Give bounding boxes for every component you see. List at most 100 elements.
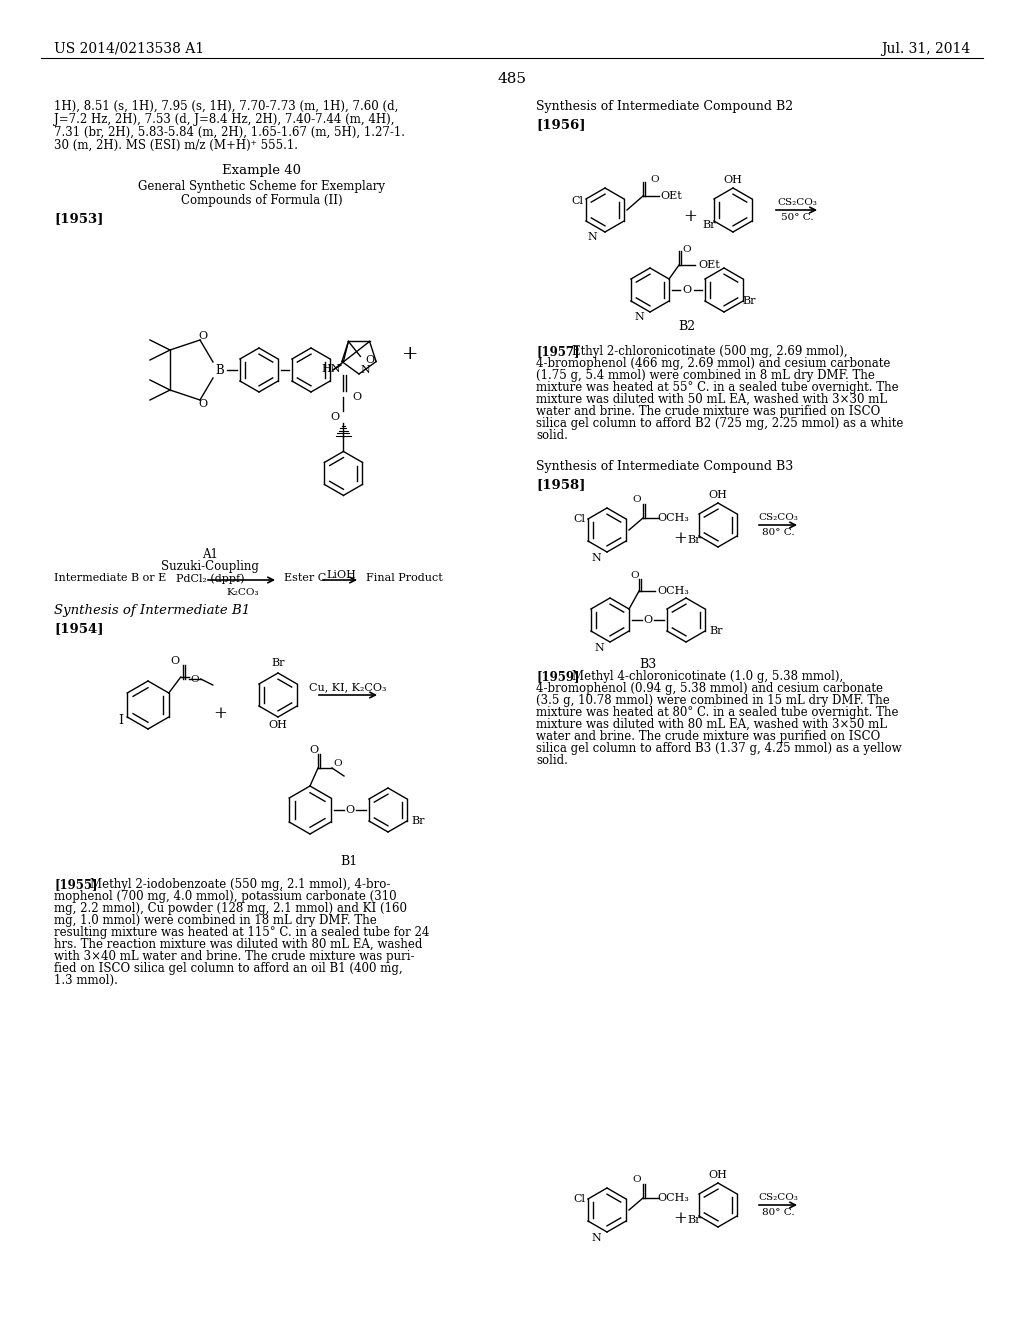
Text: mophenol (700 mg, 4.0 mmol), potassium carbonate (310: mophenol (700 mg, 4.0 mmol), potassium c… bbox=[54, 890, 396, 903]
Text: O: O bbox=[170, 656, 179, 667]
Text: mg, 1.0 mmol) were combined in 18 mL dry DMF. The: mg, 1.0 mmol) were combined in 18 mL dry… bbox=[54, 913, 377, 927]
Text: US 2014/0213538 A1: US 2014/0213538 A1 bbox=[54, 42, 204, 55]
Text: N: N bbox=[591, 553, 601, 564]
Text: mixture was diluted with 50 mL EA, washed with 3×30 mL: mixture was diluted with 50 mL EA, washe… bbox=[536, 393, 887, 407]
Text: [1954]: [1954] bbox=[54, 622, 103, 635]
Text: O: O bbox=[190, 675, 199, 684]
Text: 80° C.: 80° C. bbox=[762, 1208, 795, 1217]
Text: OCH₃: OCH₃ bbox=[657, 513, 689, 523]
Text: Cl: Cl bbox=[573, 1195, 586, 1204]
Text: +: + bbox=[683, 209, 697, 224]
Text: LiOH: LiOH bbox=[326, 570, 356, 579]
Text: Br: Br bbox=[271, 657, 285, 668]
Text: Cu, KI, K₂CO₃: Cu, KI, K₂CO₃ bbox=[309, 682, 387, 692]
Text: OCH₃: OCH₃ bbox=[657, 586, 689, 597]
Text: mg, 2.2 mmol), Cu powder (128 mg, 2.1 mmol) and KI (160: mg, 2.2 mmol), Cu powder (128 mg, 2.1 mm… bbox=[54, 902, 407, 915]
Text: 7.31 (br, 2H), 5.83-5.84 (m, 2H), 1.65-1.67 (m, 5H), 1.27-1.: 7.31 (br, 2H), 5.83-5.84 (m, 2H), 1.65-1… bbox=[54, 125, 406, 139]
Text: Ethyl 2-chloronicotinate (500 mg, 2.69 mmol),: Ethyl 2-chloronicotinate (500 mg, 2.69 m… bbox=[572, 345, 848, 358]
Text: B2: B2 bbox=[679, 319, 695, 333]
Text: N: N bbox=[594, 643, 604, 653]
Text: O: O bbox=[309, 744, 318, 755]
Text: 30 (m, 2H). MS (ESI) m/z (M+H)⁺ 555.1.: 30 (m, 2H). MS (ESI) m/z (M+H)⁺ 555.1. bbox=[54, 139, 298, 152]
Text: [1957]: [1957] bbox=[536, 345, 580, 358]
Text: [1959]: [1959] bbox=[536, 671, 580, 682]
Text: O: O bbox=[345, 805, 354, 814]
Text: with 3×40 mL water and brine. The crude mixture was puri-: with 3×40 mL water and brine. The crude … bbox=[54, 950, 415, 964]
Text: O: O bbox=[353, 392, 361, 403]
Text: silica gel column to afford B2 (725 mg, 2.25 mmol) as a white: silica gel column to afford B2 (725 mg, … bbox=[536, 417, 903, 430]
Text: HN: HN bbox=[322, 364, 341, 375]
Text: hrs. The reaction mixture was diluted with 80 mL EA, washed: hrs. The reaction mixture was diluted wi… bbox=[54, 939, 422, 950]
Text: Br: Br bbox=[687, 1214, 700, 1225]
Text: +: + bbox=[213, 705, 227, 722]
Text: Synthesis of Intermediate Compound B3: Synthesis of Intermediate Compound B3 bbox=[536, 459, 794, 473]
Text: O: O bbox=[199, 331, 208, 341]
Text: CS₂CO₃: CS₂CO₃ bbox=[758, 513, 798, 521]
Text: O: O bbox=[683, 244, 691, 253]
Text: N: N bbox=[587, 232, 597, 242]
Text: Cl: Cl bbox=[573, 513, 586, 524]
Text: J=7.2 Hz, 2H), 7.53 (d, J=8.4 Hz, 2H), 7.40-7.44 (m, 4H),: J=7.2 Hz, 2H), 7.53 (d, J=8.4 Hz, 2H), 7… bbox=[54, 114, 394, 125]
Text: B3: B3 bbox=[639, 657, 656, 671]
Text: Intermediate B or E: Intermediate B or E bbox=[54, 573, 166, 583]
Text: Br: Br bbox=[412, 816, 425, 826]
Text: O: O bbox=[331, 412, 340, 422]
Text: solid.: solid. bbox=[536, 754, 568, 767]
Text: Methyl 4-chloronicotinate (1.0 g, 5.38 mmol),: Methyl 4-chloronicotinate (1.0 g, 5.38 m… bbox=[572, 671, 843, 682]
Text: mixture was diluted with 80 mL EA, washed with 3×50 mL: mixture was diluted with 80 mL EA, washe… bbox=[536, 718, 887, 731]
Text: [1956]: [1956] bbox=[536, 117, 586, 131]
Text: General Synthetic Scheme for Exemplary: General Synthetic Scheme for Exemplary bbox=[138, 180, 385, 193]
Text: N: N bbox=[360, 366, 370, 375]
Text: 4-bromophenol (0.94 g, 5.38 mmol) and cesium carbonate: 4-bromophenol (0.94 g, 5.38 mmol) and ce… bbox=[536, 682, 883, 696]
Text: OH: OH bbox=[709, 1170, 727, 1180]
Text: OEt: OEt bbox=[698, 260, 720, 271]
Text: N: N bbox=[591, 1233, 601, 1243]
Text: (1.75 g, 5.4 mmol) were combined in 8 mL dry DMF. The: (1.75 g, 5.4 mmol) were combined in 8 mL… bbox=[536, 370, 874, 381]
Text: I: I bbox=[119, 714, 124, 727]
Text: O: O bbox=[366, 355, 375, 364]
Text: mixture was heated at 55° C. in a sealed tube overnight. The: mixture was heated at 55° C. in a sealed… bbox=[536, 381, 899, 393]
Text: Final Product: Final Product bbox=[366, 573, 442, 583]
Text: Cl: Cl bbox=[571, 195, 584, 206]
Text: OH: OH bbox=[724, 176, 742, 185]
Text: Synthesis of Intermediate B1: Synthesis of Intermediate B1 bbox=[54, 605, 250, 616]
Text: OCH₃: OCH₃ bbox=[657, 1193, 689, 1203]
Text: Jul. 31, 2014: Jul. 31, 2014 bbox=[881, 42, 970, 55]
Text: Suzuki-Coupling: Suzuki-Coupling bbox=[161, 560, 259, 573]
Text: OEt: OEt bbox=[660, 191, 682, 201]
Text: CS₂CO₃: CS₂CO₃ bbox=[777, 198, 817, 207]
Text: 50° C.: 50° C. bbox=[780, 213, 813, 222]
Text: O: O bbox=[633, 1176, 641, 1184]
Text: B: B bbox=[216, 363, 224, 376]
Text: fied on ISCO silica gel column to afford an oil B1 (400 mg,: fied on ISCO silica gel column to afford… bbox=[54, 962, 402, 975]
Text: 4-bromophenol (466 mg, 2.69 mmol) and cesium carbonate: 4-bromophenol (466 mg, 2.69 mmol) and ce… bbox=[536, 356, 891, 370]
Text: [1955]: [1955] bbox=[54, 878, 97, 891]
Text: O: O bbox=[650, 176, 659, 185]
Text: 1.3 mmol).: 1.3 mmol). bbox=[54, 974, 118, 987]
Text: silica gel column to afford B3 (1.37 g, 4.25 mmol) as a yellow: silica gel column to afford B3 (1.37 g, … bbox=[536, 742, 901, 755]
Text: water and brine. The crude mixture was purified on ISCO: water and brine. The crude mixture was p… bbox=[536, 405, 881, 418]
Text: Compounds of Formula (II): Compounds of Formula (II) bbox=[181, 194, 343, 207]
Text: O: O bbox=[631, 570, 639, 579]
Text: Ester C: Ester C bbox=[284, 573, 327, 583]
Text: (3.5 g, 10.78 mmol) were combined in 15 mL dry DMF. The: (3.5 g, 10.78 mmol) were combined in 15 … bbox=[536, 694, 890, 708]
Text: O: O bbox=[682, 285, 691, 294]
Text: [1953]: [1953] bbox=[54, 213, 103, 224]
Text: O: O bbox=[199, 399, 208, 409]
Text: solid.: solid. bbox=[536, 429, 568, 442]
Text: Methyl 2-iodobenzoate (550 mg, 2.1 mmol), 4-bro-: Methyl 2-iodobenzoate (550 mg, 2.1 mmol)… bbox=[90, 878, 390, 891]
Text: O: O bbox=[633, 495, 641, 504]
Text: 1H), 8.51 (s, 1H), 7.95 (s, 1H), 7.70-7.73 (m, 1H), 7.60 (d,: 1H), 8.51 (s, 1H), 7.95 (s, 1H), 7.70-7.… bbox=[54, 100, 398, 114]
Text: mixture was heated at 80° C. in a sealed tube overnight. The: mixture was heated at 80° C. in a sealed… bbox=[536, 706, 898, 719]
Text: CS₂CO₃: CS₂CO₃ bbox=[758, 1193, 798, 1203]
Text: Br: Br bbox=[742, 296, 756, 306]
Text: A1: A1 bbox=[202, 548, 218, 561]
Text: resulting mixture was heated at 115° C. in a sealed tube for 24: resulting mixture was heated at 115° C. … bbox=[54, 927, 429, 939]
Text: Br: Br bbox=[710, 626, 723, 636]
Text: B1: B1 bbox=[340, 855, 357, 869]
Text: N: N bbox=[634, 312, 644, 322]
Text: PdCl₂ (dppf): PdCl₂ (dppf) bbox=[176, 573, 245, 583]
Text: +: + bbox=[673, 531, 687, 546]
Text: +: + bbox=[673, 1210, 687, 1228]
Text: OH: OH bbox=[268, 719, 288, 730]
